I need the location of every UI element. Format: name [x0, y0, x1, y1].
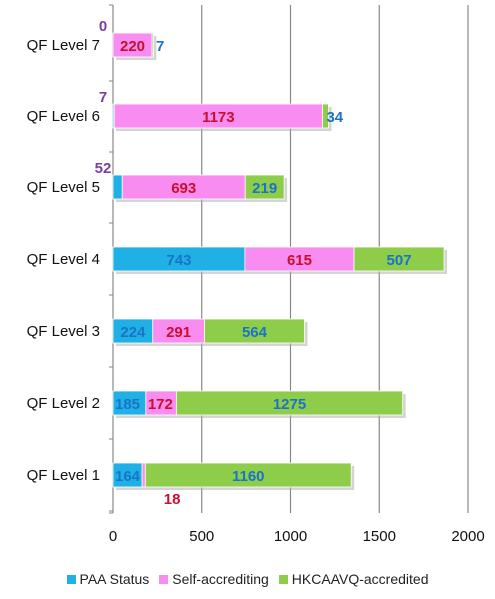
data-label: 34 — [326, 109, 343, 126]
data-label: 52 — [95, 160, 112, 177]
legend-swatch-self — [159, 574, 169, 584]
data-label: 224 — [120, 324, 146, 341]
data-label: 743 — [166, 252, 191, 269]
data-label: 693 — [171, 180, 196, 197]
bar-segment-paa — [112, 318, 154, 344]
category-label: QF Level 3 — [27, 323, 100, 340]
bar-segment-self — [112, 32, 153, 58]
bar-segment-hkcaavq — [204, 318, 305, 344]
data-label: 1275 — [273, 396, 306, 413]
legend-swatch-hkcaavq — [278, 574, 288, 584]
bar-segment-paa — [112, 390, 147, 416]
x-tick-label: 1000 — [274, 528, 307, 545]
bar-segment-hkcaavq — [144, 462, 352, 488]
bars — [112, 32, 448, 490]
data-label: 1173 — [202, 109, 235, 126]
legend-item-paa: PAA Status — [66, 571, 150, 587]
legend-swatch-paa — [66, 574, 76, 584]
bar-segment-paa — [112, 246, 246, 272]
category-label: QF Level 6 — [27, 108, 100, 125]
chart-area: 0 220 7 7 1173 34 52 693 219 743 615 507 224 291 564 18… — [27, 4, 485, 545]
bar-segment-hkcaavq — [151, 32, 154, 58]
x-tick-labels: 0 500 1000 1500 2000 — [109, 528, 485, 545]
data-label: 219 — [252, 180, 277, 197]
category-labels: QF Level 7 QF Level 6 QF Level 5 QF Level 4… — [27, 37, 100, 484]
data-label: 172 — [148, 396, 173, 413]
bar-segment-hkcaavq — [244, 174, 285, 200]
category-label: QF Level 4 — [27, 251, 100, 268]
data-label: 1160 — [232, 468, 265, 485]
bar-segment-self — [121, 174, 246, 200]
data-label: 615 — [287, 252, 312, 269]
legend-label-hkcaavq: HKCAAVQ-accredited — [291, 571, 429, 587]
data-label: 164 — [115, 468, 141, 485]
data-label: 185 — [115, 396, 140, 413]
data-label: 18 — [164, 491, 181, 508]
bar-segment-self — [244, 246, 355, 272]
x-tick-label: 2000 — [451, 528, 484, 545]
category-label: QF Level 7 — [27, 37, 100, 54]
data-label: 291 — [166, 324, 191, 341]
bar-segment-self — [141, 462, 146, 488]
legend-item-hkcaavq: HKCAAVQ-accredited — [278, 571, 429, 587]
data-label: 564 — [242, 324, 268, 341]
category-label: QF Level 5 — [27, 179, 100, 196]
bar-segment-hkcaavq — [353, 246, 445, 272]
category-label: QF Level 2 — [27, 395, 100, 412]
bar-segment-paa — [112, 174, 123, 200]
data-label: 0 — [99, 18, 107, 35]
bar-segment-self — [113, 103, 323, 129]
data-labels: 0 220 7 7 1173 34 52 693 219 743 615 507 224 291 564 18… — [95, 18, 412, 508]
bar-segment-self — [152, 318, 205, 344]
x-tick-label: 1500 — [363, 528, 396, 545]
legend-label-self: Self-accrediting — [172, 571, 269, 587]
data-label: 507 — [387, 252, 412, 269]
category-label: QF Level 1 — [27, 467, 100, 484]
x-tick-label: 500 — [189, 528, 214, 545]
legend-item-self: Self-accrediting — [159, 571, 269, 587]
data-label: 220 — [120, 38, 145, 55]
bar-segment-paa — [112, 462, 143, 488]
data-label: 7 — [156, 38, 164, 55]
x-tick-label: 0 — [109, 528, 117, 545]
bar-segment-hkcaavq — [175, 390, 404, 416]
bar-segment-hkcaavq — [322, 103, 329, 129]
data-label: 7 — [99, 89, 107, 106]
legend: PAA Status Self-accrediting HKCAAVQ-accr… — [0, 571, 495, 587]
legend-label-paa: PAA Status — [79, 571, 150, 587]
